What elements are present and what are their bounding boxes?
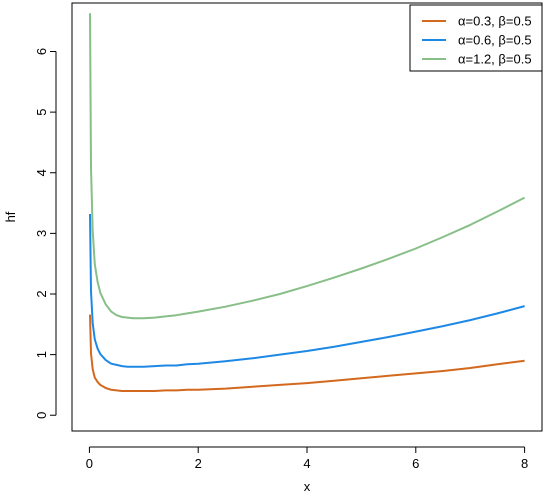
series-line-3 <box>89 13 526 320</box>
series-layer <box>89 13 526 392</box>
x-axis: 0 2 4 6 8 <box>86 446 528 471</box>
legend: α=0.3, β=0.5 α=0.6, β=0.5 α=1.2, β=0.5 <box>409 4 543 72</box>
legend-label-1: α=0.3, β=0.5 <box>458 14 532 29</box>
y-tick-label: 1 <box>34 351 49 358</box>
x-tick-label: 6 <box>412 456 419 471</box>
legend-label-2: α=0.6, β=0.5 <box>458 33 532 48</box>
y-tick-label: 5 <box>34 109 49 116</box>
y-tick-label: 6 <box>34 48 49 55</box>
x-axis-title: x <box>304 479 311 494</box>
y-tick-label: 3 <box>34 230 49 237</box>
x-tick-label: 4 <box>303 456 310 471</box>
x-tick-label: 0 <box>86 456 93 471</box>
y-tick-label: 4 <box>34 169 49 176</box>
series-line-2 <box>89 213 525 368</box>
x-tick-label: 2 <box>195 456 202 471</box>
plot-box <box>71 2 543 432</box>
x-tick-label: 8 <box>521 456 528 471</box>
y-axis-title: hf <box>3 211 18 222</box>
series-line-1 <box>89 314 525 392</box>
legend-label-3: α=1.2, β=0.5 <box>458 52 532 67</box>
y-tick-label: 0 <box>34 412 49 419</box>
y-axis: 0 1 2 3 4 5 6 <box>34 48 57 419</box>
y-tick-label: 2 <box>34 290 49 297</box>
